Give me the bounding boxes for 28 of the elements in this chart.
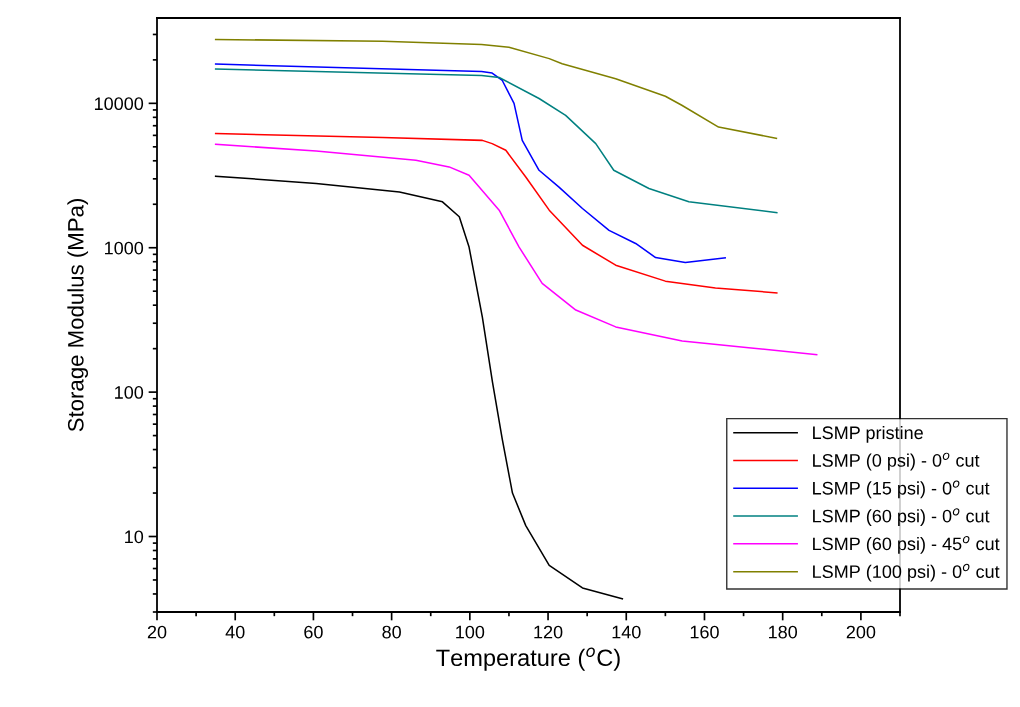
- x-tick-label: 100: [456, 625, 485, 639]
- x-tick-label: 40: [225, 625, 245, 639]
- legend-label: LSMP pristine: [813, 425, 923, 443]
- x-tick-label: 120: [534, 625, 563, 639]
- x-tick-label: 180: [769, 625, 798, 639]
- line-series: [214, 38, 778, 140]
- legend-label: LSMP (60 psi) - 45$^{o}$ cut: [813, 536, 1000, 554]
- line-series: [214, 63, 726, 264]
- legend-label: LSMP (0 psi) - 0$^{o}$ cut: [813, 452, 980, 471]
- line-series: [214, 132, 778, 294]
- line-series: [214, 68, 778, 214]
- line-series: [214, 143, 818, 356]
- x-tick-label: 200: [846, 625, 876, 639]
- x-tick-label: 60: [304, 625, 323, 639]
- y-tick-label: 10000: [94, 97, 144, 111]
- x-tick-label: 160: [690, 625, 719, 639]
- legend-label: LSMP (60 psi) - 0$^{o}$ cut: [813, 508, 990, 526]
- y-tick-label: 10: [125, 530, 144, 544]
- legend-label: LSMP (100 psi) - 0$^{o}$ cut: [813, 563, 1000, 582]
- x-axis-title: Temperature ($^{o}$C): [436, 647, 620, 671]
- line-series: [214, 175, 624, 600]
- x-tick-label: 140: [612, 625, 641, 639]
- legend-label: LSMP (15 psi) - 0$^{o}$ cut: [813, 480, 990, 499]
- y-tick-label: 1000: [105, 241, 144, 255]
- x-tick-label: 20: [147, 625, 167, 639]
- x-tick-label: 80: [382, 625, 401, 639]
- y-axis-title: Storage Modulus (MPa): [67, 199, 89, 432]
- y-tick-label: 100: [115, 386, 144, 399]
